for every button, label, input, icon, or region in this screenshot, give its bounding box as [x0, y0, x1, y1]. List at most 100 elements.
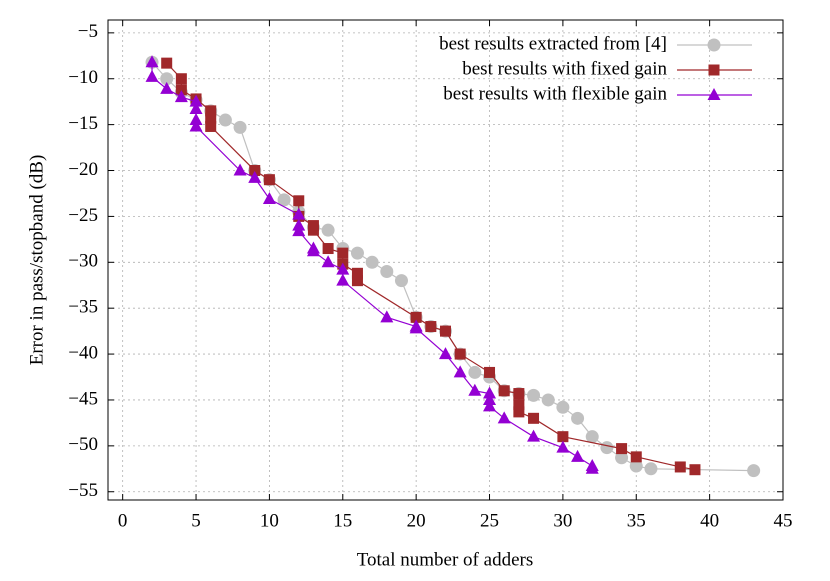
- marker: [249, 165, 261, 177]
- marker: [365, 255, 379, 269]
- marker: [205, 112, 217, 124]
- marker: [380, 264, 394, 278]
- marker: [233, 120, 247, 134]
- marker: [674, 461, 686, 473]
- marker: [175, 73, 187, 85]
- marker: [747, 464, 761, 478]
- marker: [160, 72, 174, 86]
- marker: [189, 94, 203, 107]
- x-tick-label: 15: [333, 510, 352, 531]
- marker: [321, 255, 335, 268]
- marker: [585, 461, 599, 474]
- marker: [689, 464, 701, 476]
- marker: [629, 459, 643, 473]
- y-tick-label: −50: [68, 434, 98, 455]
- marker: [644, 462, 658, 476]
- marker: [189, 102, 203, 115]
- marker: [205, 120, 217, 132]
- marker: [616, 443, 628, 455]
- marker: [145, 69, 159, 82]
- y-tick-label: −10: [68, 67, 98, 88]
- x-tick-label: 40: [700, 510, 719, 531]
- marker: [394, 274, 408, 288]
- marker: [337, 247, 349, 259]
- marker: [262, 191, 276, 204]
- y-tick-label: −35: [68, 297, 98, 318]
- marker: [468, 365, 482, 379]
- marker: [189, 113, 203, 126]
- marker: [454, 348, 466, 360]
- y-tick-label: −25: [68, 205, 98, 226]
- x-tick-label: 5: [191, 510, 201, 531]
- marker: [160, 81, 174, 94]
- marker: [174, 90, 188, 103]
- y-tick-label: −30: [68, 251, 98, 272]
- x-tick-label: 45: [774, 510, 793, 531]
- marker: [233, 163, 247, 176]
- marker: [189, 119, 203, 132]
- plot-frame: [107, 19, 784, 501]
- x-tick-label: 35: [627, 510, 646, 531]
- marker: [439, 347, 452, 360]
- x-tick-label: 25: [480, 510, 499, 531]
- marker: [425, 321, 437, 333]
- marker: [322, 243, 334, 255]
- y-tick-label: −15: [68, 113, 98, 134]
- marker: [161, 57, 173, 69]
- marker: [708, 64, 720, 76]
- marker: [630, 451, 642, 463]
- marker: [277, 193, 291, 207]
- marker: [483, 386, 497, 399]
- marker: [615, 451, 629, 465]
- marker: [707, 88, 721, 100]
- marker: [707, 38, 721, 52]
- marker: [557, 431, 569, 443]
- marker: [513, 399, 525, 411]
- marker: [306, 244, 320, 257]
- marker: [292, 224, 306, 237]
- marker: [175, 84, 187, 96]
- marker: [336, 262, 350, 275]
- marker: [527, 429, 541, 442]
- marker: [145, 55, 159, 68]
- marker: [600, 441, 614, 455]
- marker: [380, 310, 394, 323]
- x-tick-label: 0: [118, 510, 128, 531]
- marker: [321, 223, 335, 237]
- marker: [497, 411, 511, 424]
- marker: [440, 325, 451, 337]
- marker: [350, 246, 364, 260]
- marker: [483, 399, 497, 412]
- marker: [292, 207, 306, 220]
- x-tick-label: 10: [260, 510, 279, 531]
- marker: [571, 411, 585, 425]
- marker: [484, 366, 496, 378]
- y-tick-label: −40: [68, 342, 98, 363]
- series-line: [166, 62, 696, 471]
- marker: [453, 365, 467, 378]
- legend-label: best results with flexible gain: [443, 83, 667, 104]
- marker: [528, 412, 540, 424]
- legend-label: best results extracted from [4]: [439, 33, 667, 54]
- marker: [585, 430, 599, 444]
- marker: [351, 275, 363, 287]
- marker: [483, 392, 497, 405]
- marker: [571, 449, 585, 462]
- marker: [527, 388, 541, 402]
- marker: [541, 393, 555, 407]
- y-tick-label: −45: [68, 388, 98, 409]
- marker: [410, 311, 422, 323]
- marker: [513, 406, 525, 418]
- x-tick-label: 20: [407, 510, 426, 531]
- marker: [307, 224, 319, 236]
- marker: [556, 440, 570, 453]
- marker: [218, 113, 232, 127]
- y-tick-label: −20: [68, 159, 98, 180]
- y-axis-label: Error in pass/stopband (dB): [26, 155, 47, 366]
- marker: [336, 273, 350, 286]
- marker: [248, 170, 262, 183]
- x-tick-label: 30: [553, 510, 572, 531]
- y-tick-label: −5: [78, 21, 98, 42]
- marker: [409, 321, 423, 334]
